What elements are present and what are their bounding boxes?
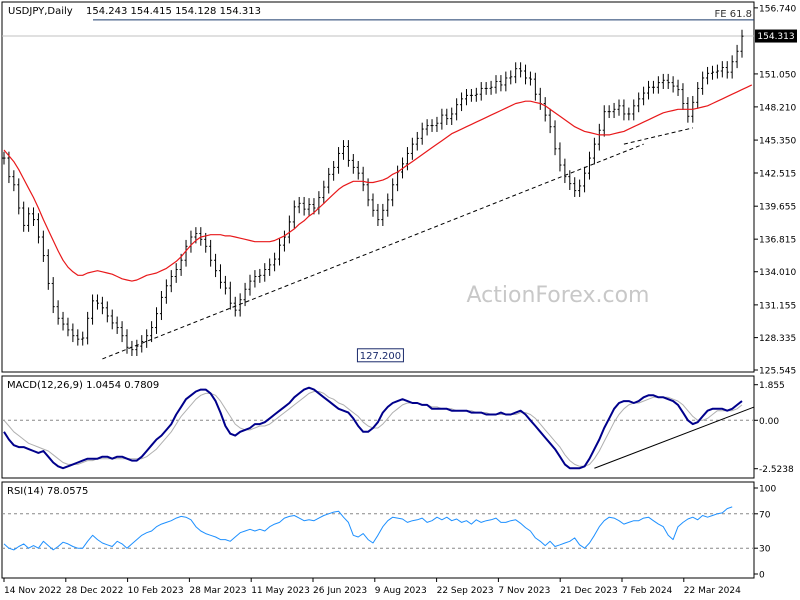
macd-y-tick-label-1: 0.00: [759, 417, 779, 427]
rsi-y-tick-label-2: 30: [759, 545, 771, 555]
annotation-label-0: 127.200: [360, 351, 401, 362]
rsi-panel-label: RSI(14) 78.0575: [7, 486, 88, 497]
price-y-tick-label-2: 148.210: [759, 103, 796, 113]
rsi-y-axis: 100 70 30 0: [754, 485, 776, 581]
price-trendline-1: [623, 127, 693, 145]
price-y-tick-label-7: 134.010: [759, 268, 796, 278]
annotation-box-0: [356, 348, 404, 363]
rsi-line: [3, 506, 733, 551]
x-tick-label-8: 7 Nov 2023: [498, 586, 550, 596]
x-axis: 14 Nov 2022 28 Dec 2022 10 Feb 2023 28 Mar …: [3, 578, 741, 596]
price-y-tick-label-1: 151.050: [759, 70, 796, 80]
rsi-panel-frame: [1, 481, 755, 579]
price-panel-label: USDJPY,Daily: [8, 6, 73, 17]
price-y-tick-label-5: 139.655: [759, 203, 796, 213]
price-y-tick-label-3: 145.350: [759, 137, 796, 147]
macd-panel-label: MACD(12,26,9) 1.0454 0.7809: [7, 380, 159, 391]
x-tick-label-11: 22 Mar 2024: [684, 586, 741, 596]
x-tick-label-5: 26 Jun 2023: [313, 586, 367, 596]
rsi-y-tick-label-3: 0: [759, 571, 765, 581]
price-y-tick-label-6: 136.815: [759, 236, 796, 246]
price-ohlc-readout: 154.243 154.415 154.128 154.313: [86, 6, 261, 17]
macd-panel-frame: [1, 375, 755, 479]
fe-label: FE 61.8: [714, 9, 752, 20]
annotation-layer: 127.200151.890140.250150.870146.470: [356, 348, 404, 363]
price-y-tick-label-8: 131.155: [759, 301, 796, 311]
x-tick-label-6: 9 Aug 2023: [375, 586, 427, 596]
price-y-tick-label-0: 156.740: [759, 4, 796, 14]
price-y-tick-label-9: 128.335: [759, 334, 796, 344]
x-tick-label-7: 22 Sep 2023: [437, 586, 494, 596]
x-tick-label-1: 28 Dec 2022: [66, 586, 124, 596]
price-y-axis: 156.740 151.050 148.210 145.350 142.515 139.6…: [754, 4, 796, 377]
x-tick-label-0: 14 Nov 2022: [4, 586, 62, 596]
x-tick-label-4: 11 May 2023: [251, 586, 310, 596]
macd-trendline: [594, 406, 755, 469]
macd-y-tick-label-0: 1.855: [759, 381, 785, 391]
x-tick-label-10: 7 Feb 2024: [622, 586, 673, 596]
macd-line: [3, 386, 743, 470]
macd-y-axis: 1.855 0.00 -2.5238: [754, 381, 794, 475]
moving-average-line: [3, 84, 753, 282]
current-price-badge: [755, 29, 797, 43]
price-y-tick-label-4: 142.515: [759, 169, 796, 179]
price-panel-frame: [1, 1, 755, 373]
watermark: ActionForex.com: [467, 283, 650, 308]
rsi-y-tick-label-0: 100: [759, 485, 776, 495]
x-tick-label-3: 28 Mar 2023: [189, 586, 246, 596]
rsi-y-tick-label-1: 70: [759, 510, 771, 520]
series-layer: [2, 29, 755, 551]
current-price-text: 154.313: [757, 32, 794, 42]
macd-y-tick-label-2: -2.5238: [759, 465, 794, 475]
price-trendline-0: [102, 143, 644, 360]
price-y-tick-label-10: 125.545: [759, 367, 796, 377]
x-tick-label-9: 21 Dec 2023: [560, 586, 618, 596]
x-tick-label-2: 10 Feb 2023: [128, 586, 184, 596]
